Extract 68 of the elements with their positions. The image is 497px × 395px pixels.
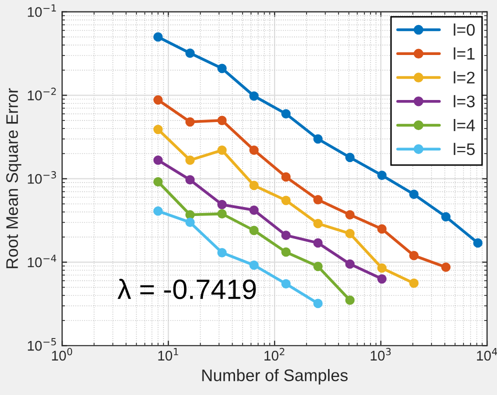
point xyxy=(153,32,163,42)
point xyxy=(377,224,387,234)
legend-label: l=4 xyxy=(454,118,475,132)
point xyxy=(249,91,259,101)
legend-label: l=5 xyxy=(454,142,475,156)
legend-label: l=0 xyxy=(454,24,475,36)
point xyxy=(281,109,291,118)
point xyxy=(409,250,419,260)
point xyxy=(217,200,227,210)
legend-label: l=2 xyxy=(454,71,475,84)
point xyxy=(377,263,387,273)
point xyxy=(153,206,163,216)
annotation: λ = -0.7419 xyxy=(118,278,256,300)
point xyxy=(345,228,355,238)
legend-label: l=1 xyxy=(454,47,475,60)
point xyxy=(441,212,451,222)
point xyxy=(377,274,387,284)
y-tick-label: 10$^{−1}$ xyxy=(28,4,56,17)
point xyxy=(153,95,163,105)
point xyxy=(345,296,355,305)
point xyxy=(249,180,259,190)
point xyxy=(185,48,195,58)
point xyxy=(249,145,259,155)
point xyxy=(185,218,195,228)
x-tick-label: 10$^{1}$ xyxy=(158,348,178,361)
point xyxy=(249,226,259,236)
point xyxy=(217,64,227,74)
point xyxy=(249,205,259,215)
point xyxy=(313,262,323,272)
x-tick-label: 10$^{2}$ xyxy=(264,348,284,361)
point xyxy=(153,177,163,186)
point xyxy=(313,195,323,204)
point xyxy=(313,134,323,144)
point xyxy=(185,175,195,185)
y-tick-label: 10$^{−4}$ xyxy=(28,254,56,268)
point xyxy=(473,238,483,248)
point xyxy=(345,152,355,162)
point xyxy=(281,172,291,182)
x-axis-title: Number of Samples xyxy=(202,368,348,385)
x-tick-label: 10$^{3}$ xyxy=(370,348,391,361)
point xyxy=(313,298,323,308)
point xyxy=(217,116,227,126)
x-tick-label: 10$^{4}$ xyxy=(477,348,497,361)
point xyxy=(281,247,291,257)
point xyxy=(217,209,227,218)
y-axis-title: Root Mean Square Error xyxy=(6,88,22,268)
point xyxy=(281,230,291,240)
point xyxy=(313,218,323,228)
point xyxy=(377,170,387,180)
point xyxy=(217,145,227,155)
point xyxy=(345,210,355,220)
y-tick-label: 10$^{−3}$ xyxy=(28,171,56,184)
point xyxy=(153,155,163,165)
point xyxy=(409,278,419,288)
point xyxy=(313,238,323,248)
point xyxy=(185,117,195,127)
point xyxy=(409,190,419,200)
y-tick-label: 10$^{−2}$ xyxy=(28,88,56,100)
point xyxy=(281,196,291,206)
point xyxy=(249,260,259,270)
point xyxy=(153,124,163,134)
point xyxy=(217,248,227,258)
point xyxy=(185,155,195,165)
point xyxy=(345,259,355,269)
legend-label: l=3 xyxy=(454,95,475,108)
point xyxy=(185,210,195,220)
point xyxy=(441,262,451,272)
point xyxy=(281,279,291,289)
